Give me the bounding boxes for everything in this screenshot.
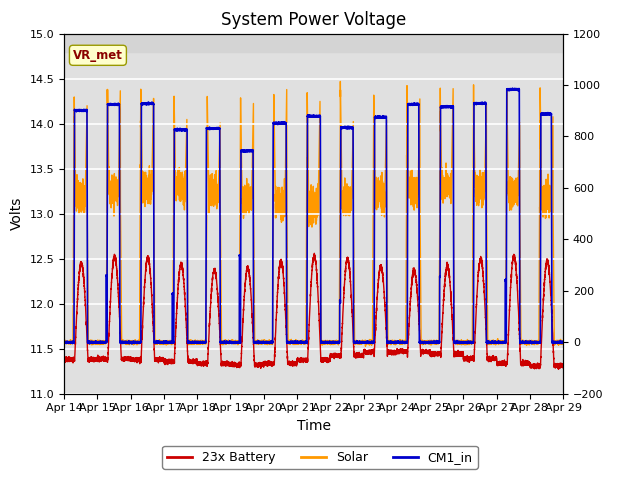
Legend: 23x Battery, Solar, CM1_in: 23x Battery, Solar, CM1_in bbox=[163, 446, 477, 469]
Y-axis label: Volts: Volts bbox=[10, 197, 24, 230]
X-axis label: Time: Time bbox=[296, 419, 331, 433]
Text: VR_met: VR_met bbox=[73, 49, 123, 62]
Title: System Power Voltage: System Power Voltage bbox=[221, 11, 406, 29]
Bar bbox=[64, 34, 563, 52]
